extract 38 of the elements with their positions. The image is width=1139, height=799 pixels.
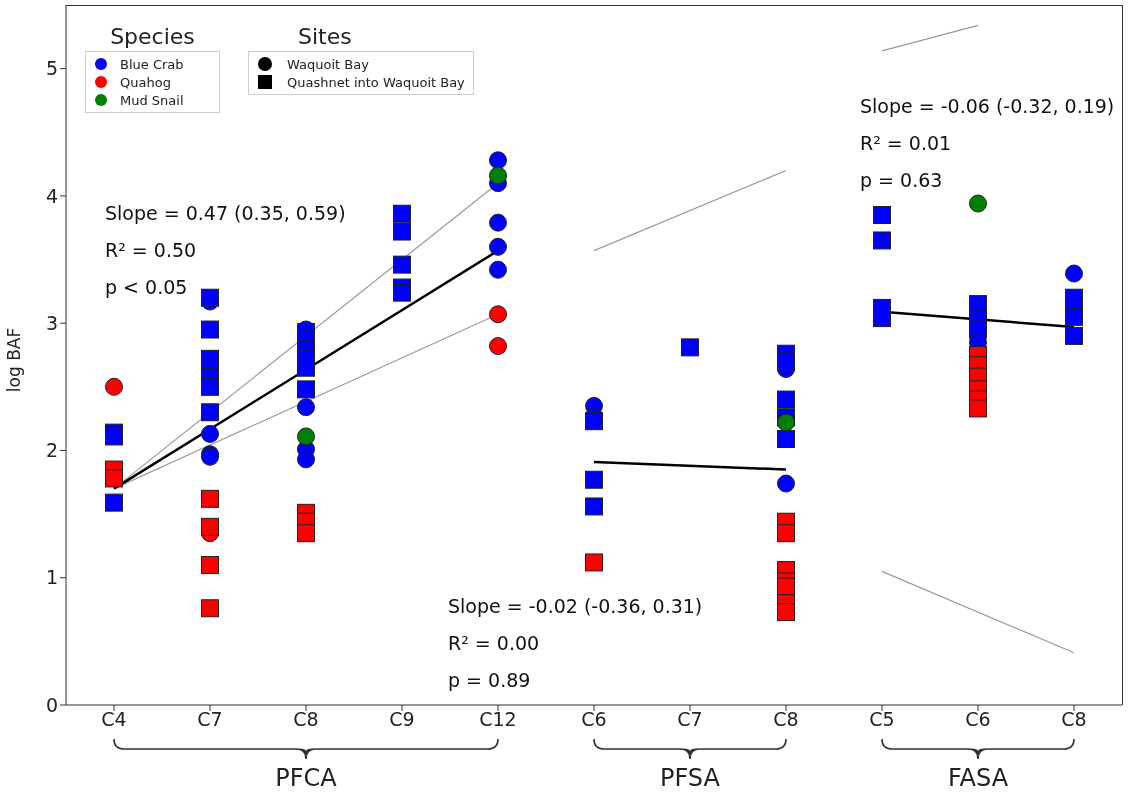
annotation: Sites bbox=[298, 24, 353, 49]
y-tick-label: 1 bbox=[45, 566, 58, 589]
y-tick-label: 3 bbox=[45, 311, 58, 334]
x-tick-label: C7 bbox=[677, 708, 703, 731]
x-tick-label: C9 bbox=[389, 708, 415, 731]
legend-label: Blue Crab bbox=[119, 55, 185, 73]
y-axis-title: log BAF bbox=[4, 327, 24, 393]
annotation: Slope = 0.47 (0.35, 0.59) bbox=[105, 201, 346, 226]
legend-label: Quahog bbox=[119, 73, 172, 91]
x-tick-label: C8 bbox=[773, 708, 799, 731]
annotation: Waquoit Bay bbox=[287, 56, 369, 72]
annotation: Slope = -0.02 (-0.36, 0.31) bbox=[448, 594, 703, 619]
x-axis-title: PFCA bbox=[274, 764, 338, 792]
y-tick-label: 2 bbox=[45, 439, 58, 462]
key-box: Waquoit Bay Quashnet into Waquoit Bay bbox=[248, 51, 474, 95]
x-tick-label: C12 bbox=[479, 708, 517, 731]
x-axis-title: FASA bbox=[946, 764, 1010, 792]
annotation: p < 0.05 bbox=[105, 275, 189, 300]
annotation: Slope = -0.06 (-0.32, 0.19) bbox=[860, 94, 1115, 119]
x-tick-label: C6 bbox=[581, 708, 607, 731]
y-tick-label: 4 bbox=[45, 184, 58, 207]
legend-title: Species bbox=[109, 24, 196, 49]
y-tick-label: 0 bbox=[45, 693, 58, 716]
x-tick-label: C4 bbox=[101, 708, 127, 731]
annotation: R² = 0.01 bbox=[860, 131, 953, 156]
annotation: R² = 0.00 bbox=[448, 631, 541, 656]
x-tick-label: C8 bbox=[1061, 708, 1087, 731]
x-axis-title: PFSA bbox=[659, 764, 721, 792]
x-tick-label: C8 bbox=[293, 708, 319, 731]
x-tick-label: C6 bbox=[965, 708, 991, 731]
x-tick-label: C5 bbox=[869, 708, 895, 731]
annotation: p = 0.63 bbox=[860, 168, 944, 193]
x-tick-label: C7 bbox=[197, 708, 223, 731]
annotation: Quashnet into Waquoit Bay bbox=[287, 74, 465, 90]
y-tick-label: 5 bbox=[45, 57, 58, 80]
annotation: R² = 0.50 bbox=[105, 238, 198, 263]
annotation: p = 0.89 bbox=[448, 668, 532, 693]
legend-label: Mud Snail bbox=[119, 91, 185, 109]
